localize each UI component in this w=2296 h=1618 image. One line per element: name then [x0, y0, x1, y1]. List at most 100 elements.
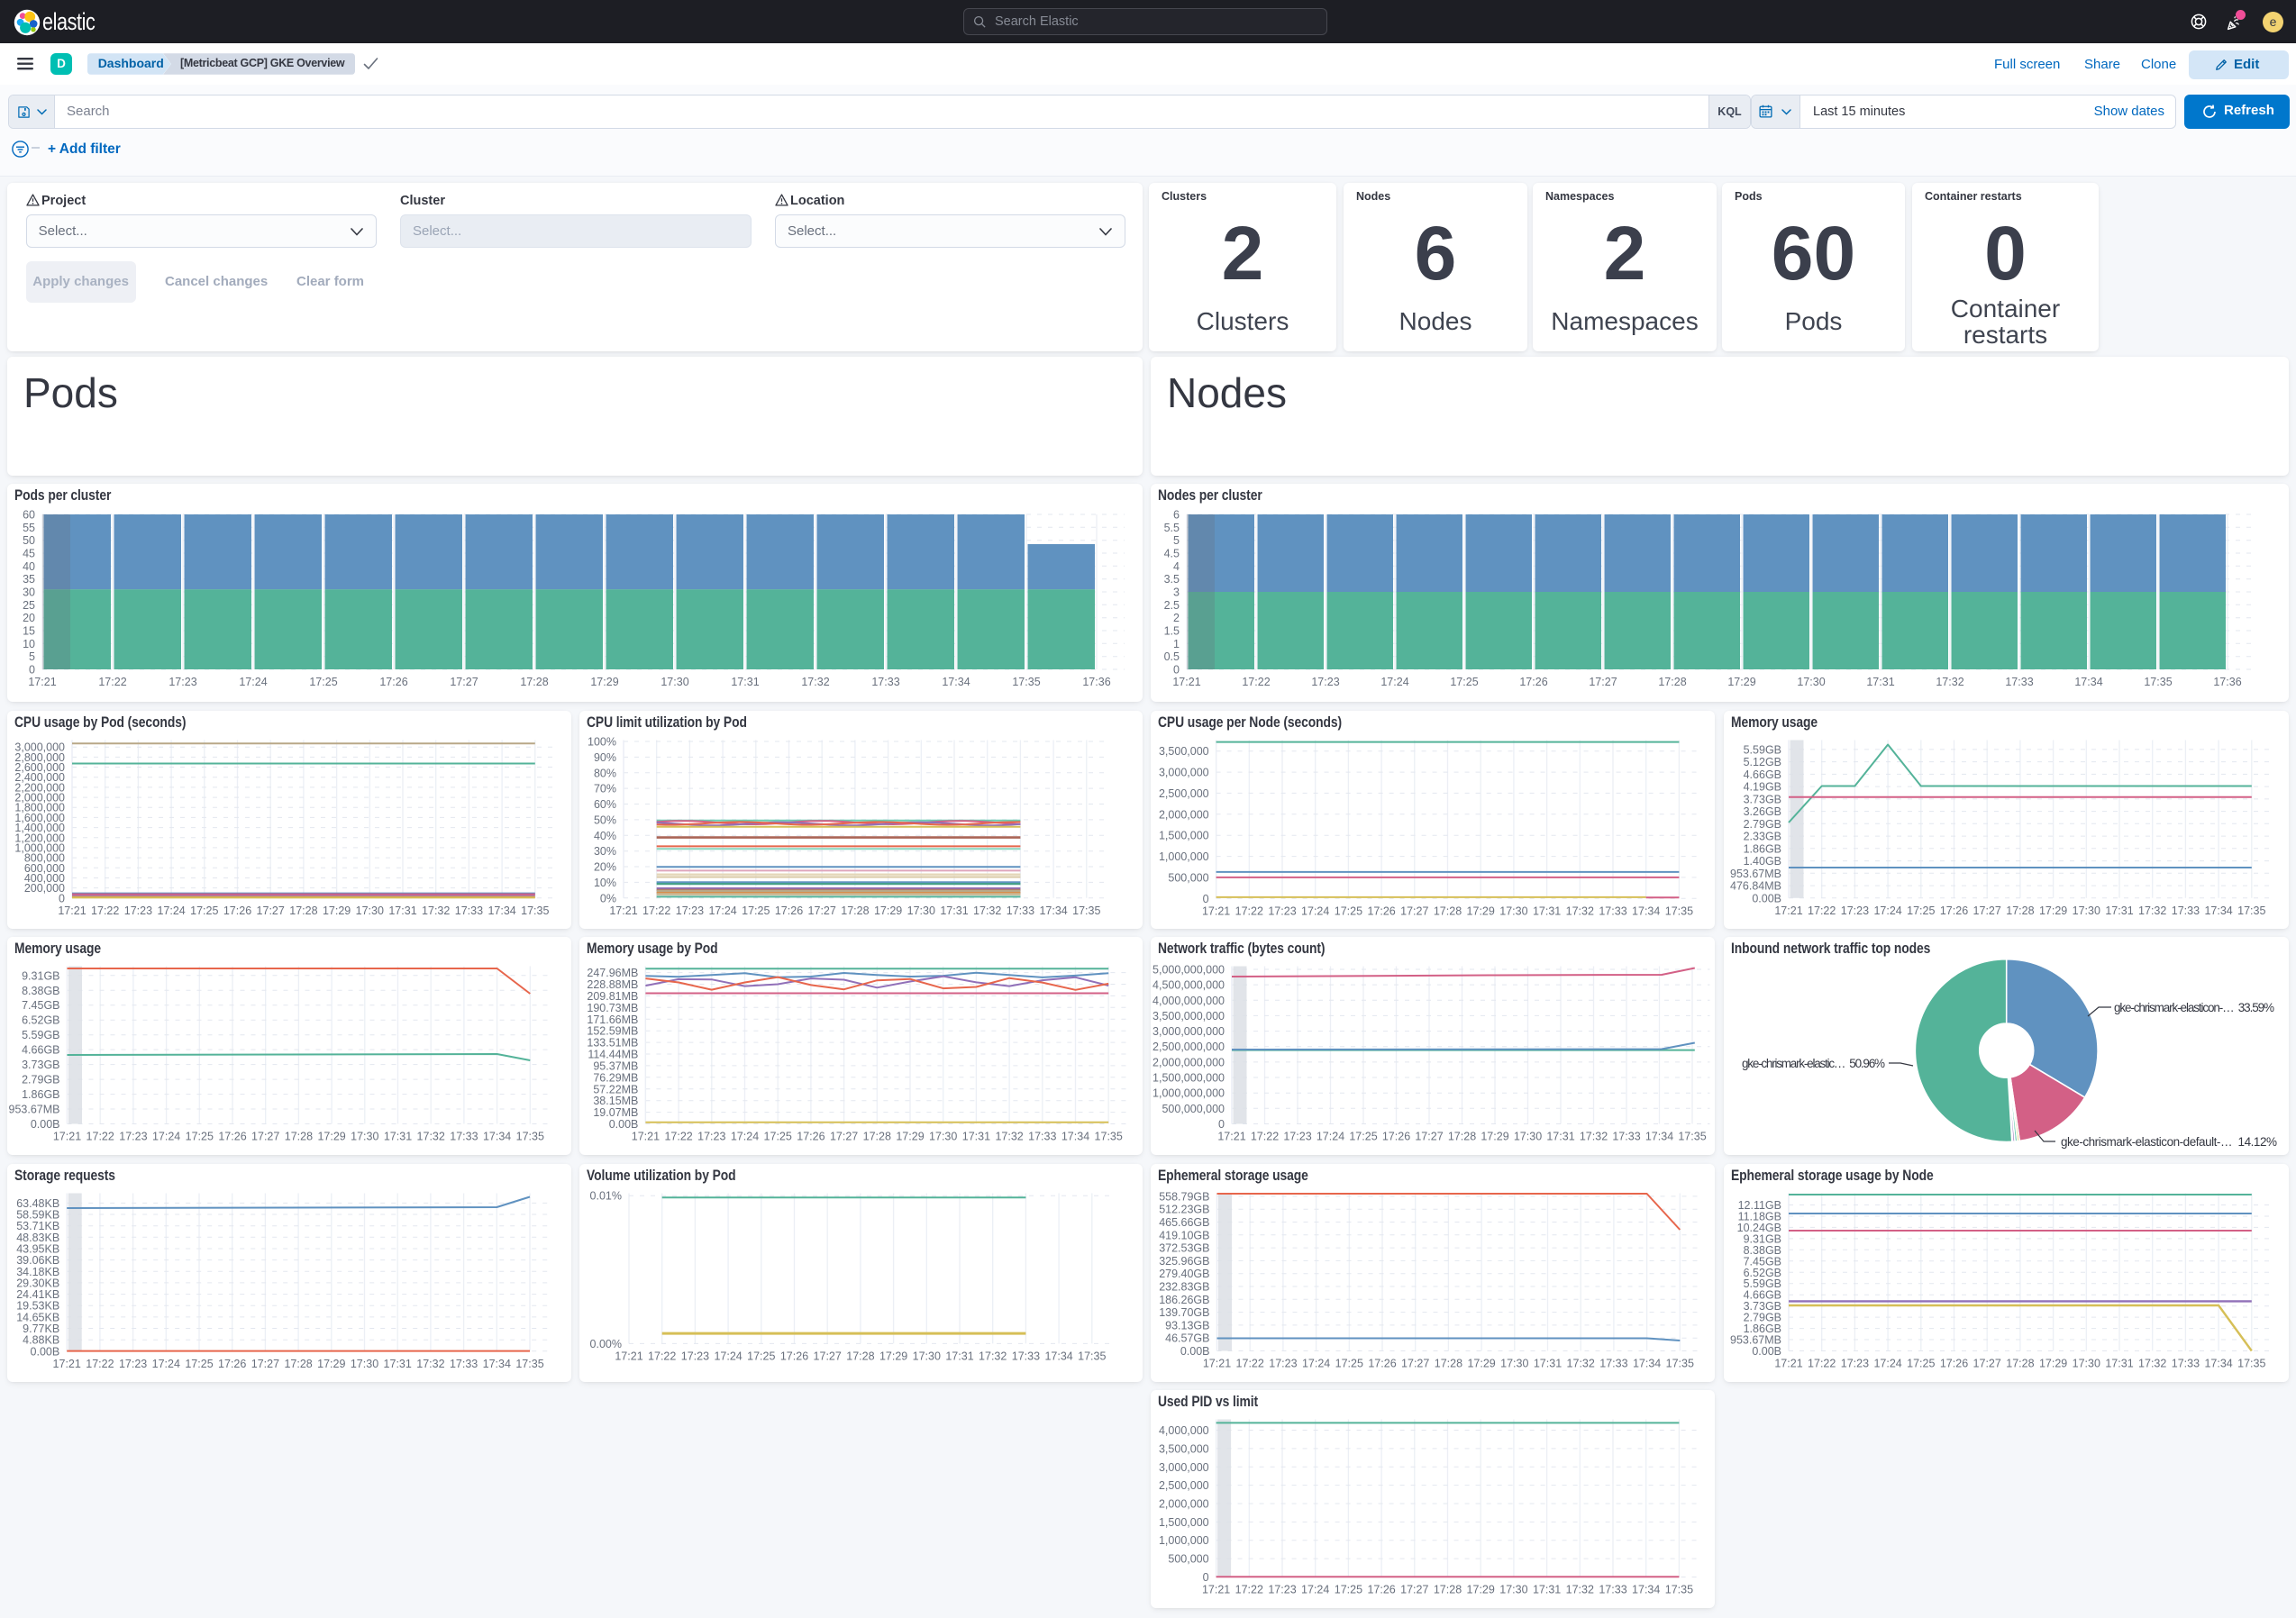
svg-text:17:22: 17:22	[1808, 904, 1836, 916]
svg-text:17:30: 17:30	[1499, 1584, 1527, 1596]
svg-text:17:23: 17:23	[676, 904, 704, 916]
svg-text:512.23GB: 512.23GB	[1159, 1203, 1209, 1215]
svg-text:17:31: 17:31	[1534, 1357, 1562, 1369]
svg-text:38.15MB: 38.15MB	[593, 1095, 638, 1107]
svg-text:4,500,000,000: 4,500,000,000	[1153, 979, 1225, 992]
svg-text:0.00%: 0.00%	[590, 1337, 622, 1350]
svg-text:476.84MB: 476.84MB	[1730, 879, 1781, 892]
svg-text:17:21: 17:21	[53, 1357, 81, 1369]
svg-text:17:28: 17:28	[1434, 904, 1462, 917]
svg-text:17:26: 17:26	[797, 1131, 825, 1143]
svg-text:17:31: 17:31	[1546, 1131, 1574, 1143]
svg-text:228.88MB: 228.88MB	[587, 978, 638, 991]
svg-text:17:26: 17:26	[775, 904, 803, 916]
svg-text:17:29: 17:29	[317, 1131, 345, 1143]
svg-text:17:21: 17:21	[1217, 1131, 1245, 1143]
svg-text:152.59MB: 152.59MB	[587, 1025, 638, 1038]
svg-text:4.66GB: 4.66GB	[22, 1044, 59, 1057]
svg-text:1,000,000: 1,000,000	[14, 841, 65, 854]
svg-text:7.45GB: 7.45GB	[1744, 1255, 1781, 1268]
svg-text:2.79GB: 2.79GB	[22, 1074, 59, 1086]
svg-text:17:30: 17:30	[913, 1350, 941, 1362]
svg-text:17:28: 17:28	[846, 1350, 874, 1362]
svg-text:17:29: 17:29	[323, 904, 351, 916]
svg-text:0: 0	[1203, 892, 1209, 904]
svg-text:17:23: 17:23	[681, 1350, 709, 1362]
svg-text:10.24GB: 10.24GB	[1737, 1221, 1781, 1233]
svg-text:17:32: 17:32	[973, 904, 1001, 916]
svg-text:2.5: 2.5	[1164, 599, 1180, 612]
svg-text:1,600,000: 1,600,000	[14, 811, 65, 823]
svg-text:17:22: 17:22	[642, 904, 670, 916]
svg-text:17:30: 17:30	[1514, 1131, 1542, 1143]
svg-text:1.40GB: 1.40GB	[1744, 855, 1781, 868]
svg-text:17:24: 17:24	[1301, 904, 1329, 917]
svg-text:4.66GB: 4.66GB	[1744, 1288, 1781, 1301]
svg-text:60: 60	[23, 509, 35, 522]
svg-text:17:30: 17:30	[351, 1357, 378, 1369]
svg-text:17:31: 17:31	[1533, 1584, 1561, 1596]
svg-text:17:26: 17:26	[1382, 1131, 1410, 1143]
svg-text:17:35: 17:35	[515, 1357, 543, 1369]
svg-text:5.59GB: 5.59GB	[1744, 743, 1781, 756]
svg-text:17:35: 17:35	[1678, 1131, 1706, 1143]
svg-text:2: 2	[1173, 612, 1180, 624]
svg-text:17:35: 17:35	[1665, 1584, 1693, 1596]
svg-text:17:32: 17:32	[417, 1131, 445, 1143]
svg-text:17:22: 17:22	[86, 1357, 114, 1369]
svg-text:0.01%: 0.01%	[590, 1189, 622, 1202]
svg-text:17:33: 17:33	[1028, 1131, 1056, 1143]
svg-text:17:34: 17:34	[942, 676, 970, 688]
svg-text:3,500,000: 3,500,000	[1159, 1442, 1209, 1455]
svg-text:17:24: 17:24	[714, 1350, 742, 1362]
svg-text:190.73MB: 190.73MB	[587, 1002, 638, 1014]
svg-text:40%: 40%	[594, 829, 616, 841]
svg-text:17:35: 17:35	[1072, 904, 1100, 916]
svg-text:17:35: 17:35	[2237, 904, 2265, 916]
svg-text:gke-chrismark-elasticon-defaul: gke-chrismark-elasticon-default-… 14.12%	[2061, 1135, 2277, 1149]
svg-text:17:22: 17:22	[1235, 1584, 1263, 1596]
svg-text:30%: 30%	[594, 845, 616, 858]
svg-text:17:24: 17:24	[1873, 1357, 1901, 1369]
svg-text:17:24: 17:24	[152, 1357, 180, 1369]
svg-text:17:27: 17:27	[830, 1131, 858, 1143]
svg-text:17:24: 17:24	[731, 1131, 759, 1143]
svg-text:17:22: 17:22	[91, 904, 119, 916]
svg-text:17:34: 17:34	[487, 904, 515, 916]
svg-text:46.57GB: 46.57GB	[1165, 1332, 1209, 1344]
svg-text:17:34: 17:34	[1645, 1131, 1673, 1143]
svg-text:17:29: 17:29	[1467, 904, 1495, 917]
svg-text:17:22: 17:22	[664, 1131, 692, 1143]
svg-text:20%: 20%	[594, 860, 616, 873]
svg-text:0.00B: 0.00B	[1180, 1345, 1210, 1358]
svg-text:gke-chrismark-elasticon-… 33.: gke-chrismark-elasticon-… 33.59%	[2114, 1001, 2274, 1014]
svg-text:17:26: 17:26	[223, 904, 251, 916]
svg-text:2,500,000: 2,500,000	[1159, 786, 1209, 799]
svg-text:17:33: 17:33	[1612, 1131, 1640, 1143]
svg-text:3.73GB: 3.73GB	[1744, 793, 1781, 805]
svg-text:0.5: 0.5	[1164, 650, 1180, 663]
svg-text:17:27: 17:27	[814, 1350, 842, 1362]
svg-text:17:29: 17:29	[879, 1350, 907, 1362]
svg-text:17:21: 17:21	[53, 1131, 81, 1143]
svg-text:500,000,000: 500,000,000	[1162, 1103, 1225, 1115]
svg-text:2,500,000,000: 2,500,000,000	[1153, 1041, 1225, 1053]
svg-text:4.66GB: 4.66GB	[1744, 768, 1781, 780]
svg-text:17:33: 17:33	[1012, 1350, 1040, 1362]
svg-text:90%: 90%	[594, 750, 616, 763]
svg-text:17:26: 17:26	[379, 676, 407, 688]
svg-text:1,400,000: 1,400,000	[14, 822, 65, 834]
svg-text:17:28: 17:28	[1448, 1131, 1476, 1143]
svg-text:3.5: 3.5	[1164, 573, 1180, 586]
svg-text:465.66GB: 465.66GB	[1159, 1216, 1209, 1229]
svg-text:2,000,000: 2,000,000	[14, 791, 65, 804]
svg-text:17:26: 17:26	[218, 1357, 246, 1369]
svg-text:17:32: 17:32	[1936, 676, 1963, 688]
svg-text:35: 35	[23, 573, 35, 586]
svg-text:0.00B: 0.00B	[31, 1345, 60, 1358]
svg-text:17:33: 17:33	[2172, 1357, 2200, 1369]
svg-text:17:25: 17:25	[742, 904, 770, 916]
svg-text:24.41KB: 24.41KB	[16, 1288, 59, 1301]
svg-text:500,000: 500,000	[1168, 1553, 1208, 1566]
svg-text:17:26: 17:26	[1368, 1357, 1396, 1369]
